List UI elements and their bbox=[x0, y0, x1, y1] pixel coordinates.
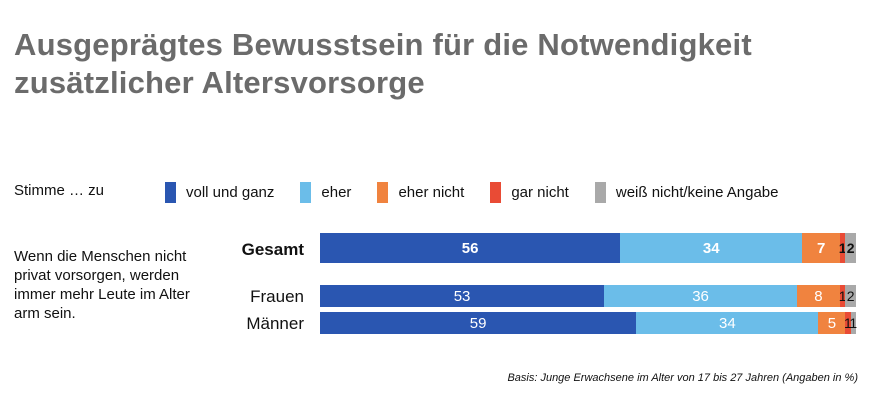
data-label: 36 bbox=[692, 287, 709, 305]
bar-segment-eher: 34 bbox=[636, 312, 819, 334]
bar-frauen: 53 36 8 1 2 bbox=[320, 285, 856, 307]
legend-label: gar nicht bbox=[511, 183, 569, 201]
data-label: 56 bbox=[461, 239, 479, 257]
legend-item-voll-und-ganz: voll und ganz bbox=[165, 181, 275, 203]
legend-label: eher bbox=[321, 183, 352, 201]
data-label: 34 bbox=[702, 239, 720, 257]
legend-swatch bbox=[165, 181, 176, 203]
legend-item-gar-nicht: gar nicht bbox=[490, 181, 569, 203]
chart-title-line-2: zusätzlicher Altersvorsorge bbox=[14, 65, 425, 100]
bar-segment-weiss-nicht-keine-angabe: 2 bbox=[845, 285, 856, 307]
bar-segment-eher-nicht: 5 bbox=[818, 312, 846, 334]
bar-segment-voll-und-ganz: 53 bbox=[320, 285, 605, 307]
footnote: Basis: Junge Erwachsene im Alter von 17 … bbox=[507, 372, 858, 384]
legend-label: weiß nicht/keine Angabe bbox=[615, 183, 779, 201]
legend: voll und ganz eher eher nicht gar nicht weiß… bbox=[165, 180, 778, 204]
legend-swatch bbox=[594, 181, 606, 203]
data-label: 59 bbox=[469, 314, 487, 332]
data-label: 2 bbox=[846, 288, 855, 304]
row-label-frauen: Frauen bbox=[250, 287, 304, 306]
bar-segment-weiss-nicht-keine-angabe: 2 bbox=[845, 233, 856, 263]
legend-label: eher nicht bbox=[398, 183, 465, 201]
bar-segment-voll-und-ganz: 59 bbox=[320, 312, 637, 334]
legend-label: voll und ganz bbox=[186, 183, 275, 201]
data-label: 34 bbox=[719, 314, 736, 332]
data-label: 5 bbox=[827, 314, 837, 332]
legend-prefix: Stimme … zu bbox=[14, 182, 105, 199]
bar-segment-eher-nicht: 8 bbox=[797, 285, 840, 307]
data-label: 7 bbox=[816, 239, 826, 257]
chart-title: Ausgeprägtes Bewusstsein für die Notwend… bbox=[14, 26, 752, 102]
data-label: 1 bbox=[844, 315, 852, 331]
data-label: 1 bbox=[838, 240, 847, 256]
bar-segment-weiss-nicht-keine-angabe: 1 bbox=[849, 312, 858, 334]
row-label-gesamt: Gesamt bbox=[241, 240, 304, 259]
legend-swatch bbox=[300, 181, 312, 203]
bar-segment-voll-und-ganz: 56 bbox=[320, 233, 621, 263]
legend-item-eher: eher bbox=[300, 181, 352, 203]
bar-segment-gar-nicht: 1 bbox=[844, 312, 852, 334]
bar-gesamt: 56 34 7 1 2 bbox=[320, 233, 856, 263]
bar-segment-eher: 36 bbox=[604, 285, 798, 307]
bar-segment-eher: 34 bbox=[620, 233, 803, 263]
chart-title-line-1: Ausgeprägtes Bewusstsein für die Notwend… bbox=[14, 27, 752, 62]
data-label: 53 bbox=[453, 287, 471, 305]
question-text: Wenn die Menschen nicht privat vorsorgen… bbox=[14, 248, 190, 322]
data-label: 1 bbox=[838, 288, 847, 304]
data-label: 1 bbox=[849, 315, 858, 331]
bar-segment-gar-nicht: 1 bbox=[838, 285, 847, 307]
data-label: 8 bbox=[814, 287, 823, 305]
data-label: 2 bbox=[846, 240, 855, 256]
legend-swatch bbox=[490, 181, 502, 203]
legend-swatch bbox=[377, 181, 389, 203]
bar-segment-gar-nicht: 1 bbox=[838, 233, 847, 263]
legend-item-eher-nicht: eher nicht bbox=[377, 181, 465, 203]
bar-maenner: 59 34 5 1 1 bbox=[320, 312, 858, 334]
legend-item-weiss-nicht-keine-angabe: weiß nicht/keine Angabe bbox=[594, 181, 779, 203]
bar-segment-eher-nicht: 7 bbox=[802, 233, 840, 263]
row-label-maenner: Männer bbox=[246, 314, 304, 333]
